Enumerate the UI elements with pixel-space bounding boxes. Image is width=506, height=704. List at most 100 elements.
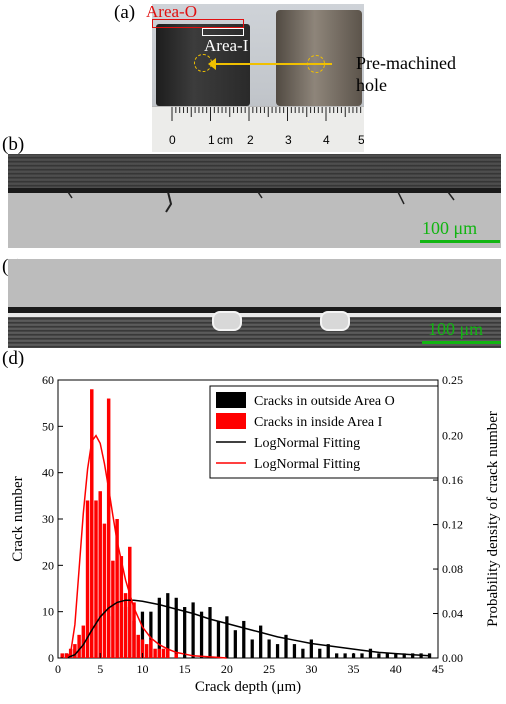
scale-label-b: 100 μm: [422, 218, 478, 238]
x-tick-label: 40: [390, 662, 402, 676]
bar-outside: [360, 653, 364, 658]
y2-tick-label: 0.04: [442, 607, 463, 621]
bar-inside: [73, 644, 77, 658]
bar-outside: [174, 597, 178, 658]
bar-inside: [77, 634, 81, 658]
hole-label: Pre-machined hole: [356, 52, 456, 96]
sem-c-pore-2: [320, 311, 350, 331]
legend-label: Cracks in inside Area I: [254, 415, 383, 430]
ruler-num-4: 4: [323, 133, 330, 147]
y2-tick-label: 0.08: [442, 562, 463, 576]
sem-b-cracks: [67, 191, 455, 213]
bar-outside: [208, 607, 212, 658]
y2-tick-label: 0.20: [442, 429, 463, 443]
panel-b-label: (b): [2, 134, 25, 155]
y-tick-label: 30: [42, 512, 54, 526]
ruler-num-3: 3: [285, 133, 292, 147]
sem-image-b: 100 μm: [8, 154, 501, 248]
bar-outside: [343, 653, 347, 658]
sem-b-coating: [8, 154, 501, 190]
bar-outside: [250, 639, 254, 658]
arrow-line: [212, 63, 332, 65]
bar-inside: [98, 491, 102, 658]
arrow-head-icon: [208, 58, 216, 70]
bar-outside: [225, 616, 229, 658]
y-tick-label: 40: [42, 466, 54, 480]
y-tick-label: 60: [42, 373, 54, 387]
x-tick-label: 10: [136, 662, 148, 676]
area-o-box: [152, 19, 244, 28]
sem-image-c: 100 μm: [8, 259, 501, 348]
area-o-label: Area-O: [146, 2, 197, 21]
bar-inside: [102, 523, 107, 658]
bar-outside: [385, 653, 389, 658]
y-tick-label: 10: [42, 605, 54, 619]
ruler-ticks: [171, 107, 362, 121]
fit-line-inside: [65, 434, 227, 659]
bar-inside: [128, 546, 132, 658]
y2-tick-label: 0.12: [442, 518, 463, 532]
x-tick-label: 30: [305, 662, 317, 676]
legend-label: LogNormal Fitting: [254, 436, 360, 451]
bar-inside: [115, 519, 119, 658]
x-tick-label: 0: [55, 662, 61, 676]
bar-outside: [368, 648, 373, 658]
ruler-num-2: 2: [247, 133, 254, 147]
bar-outside: [275, 644, 280, 658]
sem-b-interface: [8, 188, 501, 193]
bar-outside: [199, 611, 204, 658]
bar-outside: [335, 653, 339, 658]
bar-outside: [309, 639, 313, 658]
panel-d-label: (d): [2, 348, 25, 369]
y-axis-label: Crack number: [10, 476, 26, 561]
bar-inside: [166, 648, 170, 658]
y2-tick-label: 0.25: [442, 373, 463, 387]
legend-label: LogNormal Fitting: [254, 457, 360, 472]
y2-axis-label: Probability density of crack number: [485, 411, 501, 627]
bar-outside: [233, 630, 237, 658]
bar-outside: [216, 620, 221, 658]
ruler-num-5: 5: [358, 133, 364, 147]
bar-inside: [123, 593, 128, 658]
scale-label-c: 100 μm: [428, 319, 484, 339]
bar-outside: [284, 634, 288, 658]
ruler-num-0: 0: [169, 133, 176, 147]
fit-line-outside: [66, 599, 430, 659]
ruler-unit: cm: [217, 133, 233, 147]
x-tick-label: 20: [221, 662, 233, 676]
bar-outside: [259, 625, 263, 658]
bar-inside: [174, 653, 178, 658]
bar-outside: [301, 648, 305, 658]
bar-inside: [94, 500, 98, 658]
y-tick-label: 0: [48, 651, 54, 665]
x-tick-label: 35: [348, 662, 360, 676]
y2-tick-label: 0.16: [442, 473, 463, 487]
x-tick-label: 5: [97, 662, 103, 676]
legend-swatch: [216, 392, 246, 408]
x-tick-label: 45: [432, 662, 444, 676]
bar-outside: [166, 593, 170, 658]
bar-inside: [153, 648, 157, 658]
bar-inside: [132, 602, 136, 658]
ruler-num-1: 1: [208, 133, 215, 147]
y2-tick-label: 0.00: [442, 651, 463, 665]
area-i-label: Area-I: [204, 36, 249, 55]
bar-outside: [191, 602, 195, 658]
bar-inside: [157, 648, 162, 658]
bar-inside: [149, 639, 153, 658]
y-tick-label: 20: [42, 558, 54, 572]
x-tick-label: 15: [179, 662, 191, 676]
bar-outside: [149, 611, 153, 658]
bar-inside: [140, 639, 145, 658]
bar-inside: [85, 500, 90, 658]
bar-inside: [81, 625, 86, 658]
crack-depth-chart: 0 5 10 15 20 25 30 35 40 45 0 10 20 30 40 50 60 0.00 0.04 0…: [10, 373, 501, 695]
specimen-photo: Area-I 0 1 cm 2 3 4 5: [152, 4, 364, 152]
bar-inside: [144, 644, 149, 658]
bar-inside: [161, 648, 166, 658]
bar-outside: [183, 607, 187, 658]
scale-bar-c: [422, 341, 501, 344]
hole-label-line2: hole: [356, 75, 387, 95]
y-tick-label: 50: [42, 419, 54, 433]
sem-c-interface: [8, 307, 501, 313]
